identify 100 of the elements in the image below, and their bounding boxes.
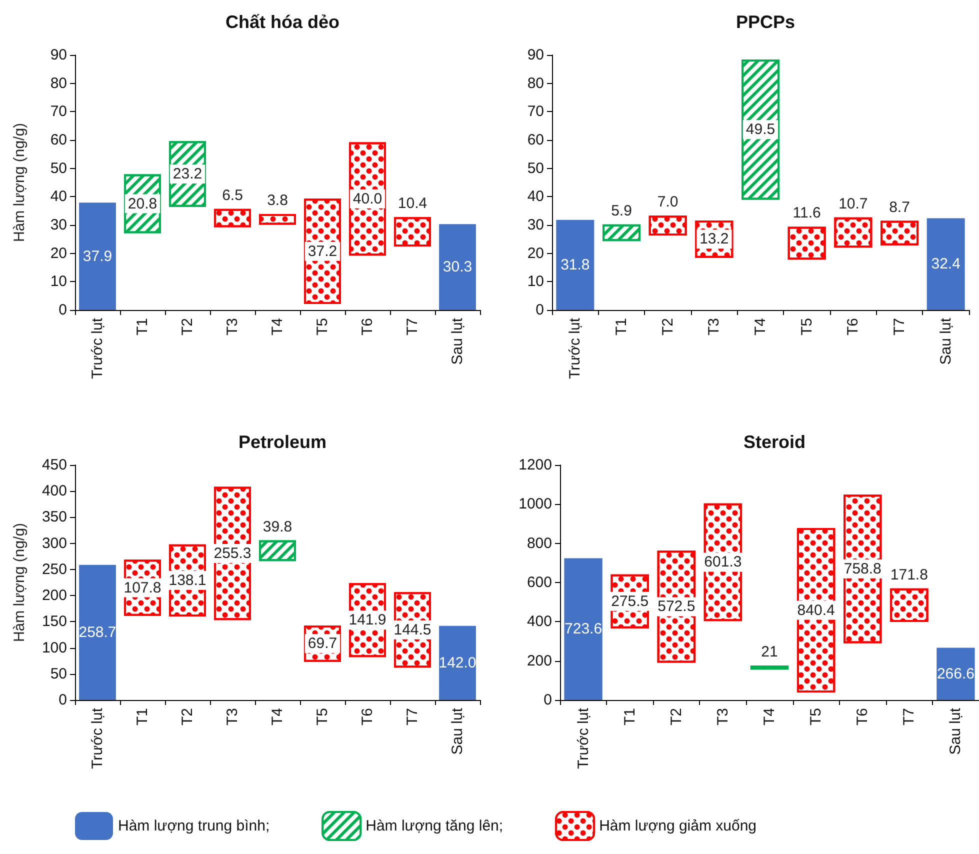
x-tick-label: T7 (404, 318, 421, 336)
y-tick-label: 0 (58, 302, 67, 318)
y-tick-label: 60 (50, 132, 67, 148)
bar (439, 224, 476, 310)
x-tick-label: T4 (752, 318, 769, 336)
y-tick-label: 30 (527, 216, 544, 234)
y-tick-label: 1200 (518, 456, 552, 474)
data-label: 107.8 (124, 579, 162, 596)
y-tick-label: 0 (544, 692, 552, 708)
x-tick-label: T3 (224, 708, 241, 726)
data-label: 39.8 (262, 518, 292, 536)
y-axis-title: Hàm lượng (ng/g) (11, 522, 28, 642)
y-tick-label: 1000 (518, 496, 552, 513)
y-tick-label: 400 (42, 482, 67, 500)
data-label: 255.3 (214, 544, 252, 562)
y-tick-label: 400 (526, 613, 552, 630)
y-tick-label: 300 (42, 534, 67, 552)
data-label: 7.0 (657, 194, 678, 211)
y-tick-label: 40 (527, 188, 544, 206)
x-tick-label: T1 (613, 318, 630, 336)
data-label: 142.0 (438, 654, 476, 672)
y-tick-label: 200 (526, 652, 552, 670)
x-tick-label: T7 (404, 708, 421, 726)
data-label: 32.4 (931, 256, 960, 273)
x-tick-label: T5 (808, 708, 825, 726)
x-tick-label: T2 (179, 318, 196, 336)
data-label: 840.4 (797, 602, 835, 619)
x-tick-label: T3 (714, 708, 732, 726)
x-tick-label: T7 (900, 708, 918, 726)
y-tick-label: 70 (527, 103, 544, 120)
data-label: 10.4 (398, 195, 428, 212)
data-label: 21 (761, 644, 778, 661)
x-tick-label: T4 (269, 318, 286, 336)
bar (936, 648, 975, 700)
x-tick-label: T1 (621, 708, 638, 726)
y-tick-label: 450 (42, 456, 67, 474)
bar (556, 220, 594, 310)
y-tick-label: 0 (536, 302, 544, 318)
y-tick-label: 70 (50, 103, 67, 120)
data-label: 23.2 (172, 166, 202, 182)
data-label: 37.9 (82, 248, 112, 265)
x-tick-label: T5 (314, 708, 331, 726)
data-label: 13.2 (700, 230, 729, 248)
x-tick-label: T5 (314, 318, 331, 336)
y-tick-label: 60 (527, 132, 544, 148)
y-tick-label: 20 (50, 244, 67, 262)
x-tick-label: T3 (224, 318, 241, 336)
x-tick-label: Sau lụt (449, 707, 466, 755)
y-tick-label: 30 (50, 216, 67, 234)
data-label: 5.9 (611, 202, 632, 220)
x-tick-label: T4 (761, 708, 778, 726)
data-label: 723.6 (564, 620, 602, 638)
bar (79, 564, 116, 700)
bar (79, 202, 116, 310)
bar (926, 218, 965, 310)
y-tick-label: 150 (42, 613, 67, 630)
data-label: 601.3 (704, 554, 742, 571)
data-label: 6.5 (222, 186, 243, 204)
y-tick-label: 80 (527, 74, 544, 92)
y-tick-label: 40 (50, 188, 67, 206)
y-tick-label: 50 (527, 160, 544, 177)
x-tick-label: Trước lụt (566, 317, 584, 379)
x-tick-label: Sau lụt (947, 707, 964, 755)
chart-title: Chất hóa dẻo (225, 12, 340, 32)
data-label: 8.7 (889, 198, 910, 216)
chart-title: Petroleum (238, 432, 327, 452)
x-tick-label: T4 (269, 708, 286, 726)
x-tick-label: T6 (359, 708, 376, 726)
data-label: 138.1 (168, 572, 206, 589)
x-tick-label: T6 (854, 708, 872, 726)
y-tick-label: 100 (42, 639, 67, 656)
data-label: 572.5 (658, 598, 696, 616)
y-axis-title: Hàm lượng (ng/g) (11, 122, 28, 242)
data-label: 30.3 (442, 258, 472, 276)
x-tick-label: T6 (844, 318, 862, 336)
x-tick-label: T2 (659, 318, 676, 336)
y-tick-label: 600 (526, 574, 552, 591)
data-label: 20.8 (128, 195, 158, 212)
x-tick-label: T2 (179, 708, 196, 726)
data-label: 758.8 (844, 560, 882, 578)
chart-title: PPCPs (736, 12, 796, 32)
data-label: 49.5 (746, 121, 776, 138)
data-label: 171.8 (890, 566, 928, 584)
data-label: 3.8 (267, 192, 288, 209)
data-label: 37.2 (308, 242, 338, 260)
y-tick-label: 200 (42, 587, 67, 604)
data-label: 69.7 (308, 635, 338, 652)
y-tick-label: 0 (58, 692, 67, 708)
data-label: 258.7 (78, 624, 116, 641)
x-tick-label: Sau lụt (449, 317, 466, 365)
data-label: 275.5 (611, 592, 649, 610)
legend-label: Hàm lượng giảm xuống (599, 818, 757, 834)
y-tick-label: 80 (50, 74, 67, 92)
bar (439, 626, 476, 700)
data-label: 11.6 (792, 204, 821, 222)
x-tick-label: T7 (891, 318, 908, 336)
x-tick-label: Trước lụt (89, 317, 106, 379)
y-tick-label: 10 (50, 273, 67, 290)
y-tick-label: 800 (526, 534, 552, 552)
y-tick-label: 10 (527, 273, 544, 290)
